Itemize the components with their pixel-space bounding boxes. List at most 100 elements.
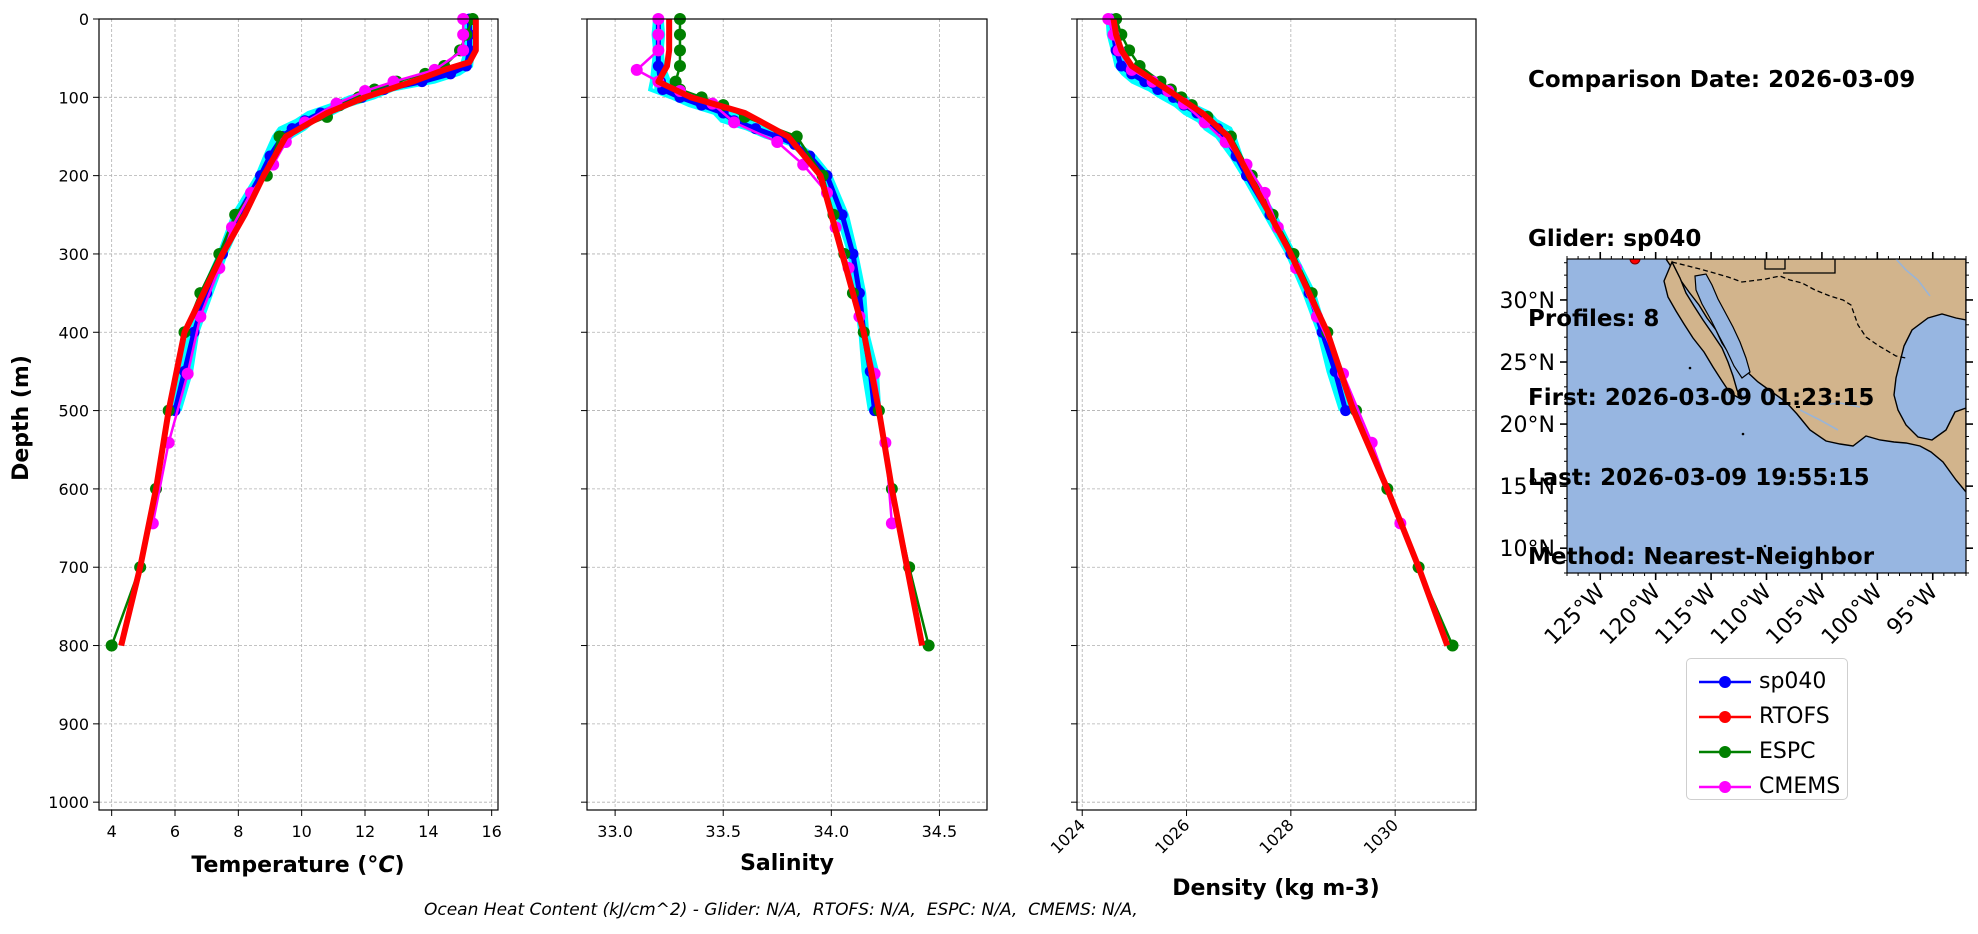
y-tick-label: 100 bbox=[58, 88, 89, 107]
salinity-panel: 33.0 33.5 34.0 34.5 Salinity bbox=[581, 13, 988, 876]
series-point-espc bbox=[1446, 639, 1459, 652]
series-line-rtofs bbox=[655, 19, 926, 647]
temperature-panel: 4 6 8 10 12 14 16 0 100 200 300 400 500 600 700 800 900… bbox=[9, 10, 502, 878]
map-baja-california bbox=[1663, 260, 1743, 401]
series-line-cmems bbox=[151, 19, 465, 524]
map-lat-label: 15°N bbox=[1500, 475, 1555, 500]
last-profile-time: Last: 2026-03-09 19:55:15 bbox=[1528, 464, 1870, 491]
series-line-rtofs bbox=[1110, 18, 1451, 647]
x-tick-label: 34.0 bbox=[814, 822, 850, 841]
x-tick-label: 12 bbox=[355, 822, 375, 841]
density-x-ticks: 1024 1026 1028 1030 bbox=[1047, 810, 1402, 858]
x-tick-label: 6 bbox=[170, 822, 180, 841]
series-point-sp040 bbox=[847, 248, 859, 260]
comparison-info: Comparison Date: 2026-03-09 Glider: sp04… bbox=[1528, 14, 1915, 597]
series-point-cmems bbox=[630, 63, 643, 76]
x-tick-label: 4 bbox=[107, 822, 117, 841]
density-profiles bbox=[1102, 13, 1459, 652]
map-glider-position bbox=[1629, 259, 1641, 265]
salinity-x-ticks: 33.0 33.5 34.0 34.5 bbox=[597, 810, 957, 841]
x-tick-label: 1030 bbox=[1360, 815, 1402, 857]
series-point-sp040 bbox=[836, 209, 848, 221]
map-rivers bbox=[1799, 259, 1931, 431]
density-grid bbox=[1077, 18, 1476, 810]
legend-entry-sp040: sp040 bbox=[1687, 667, 1847, 697]
series-point-espc bbox=[922, 639, 935, 652]
series-point-cmems bbox=[194, 310, 207, 323]
y-tick-label: 400 bbox=[58, 323, 89, 342]
series-point-cmems bbox=[771, 135, 784, 148]
density-y-ticks bbox=[1071, 18, 1077, 803]
series-point-cmems bbox=[652, 28, 665, 41]
x-tick-label: 1028 bbox=[1255, 815, 1297, 857]
series-point-sp040 bbox=[652, 60, 664, 72]
legend-entry-espc: ESPC bbox=[1687, 737, 1847, 767]
depth-axis-label: Depth (m) bbox=[9, 355, 34, 481]
map-lat-label: 10°N bbox=[1500, 537, 1555, 562]
temperature-axes-frame bbox=[98, 18, 499, 811]
series-point-cmems bbox=[885, 517, 898, 530]
first-profile-time: First: 2026-03-09 01:23:15 bbox=[1528, 385, 1875, 411]
series-point-espc bbox=[105, 639, 118, 652]
comparison-date: Comparison Date: 2026-03-09 bbox=[1528, 67, 1916, 93]
series-line-rtofs bbox=[118, 19, 479, 647]
series-point-cmems bbox=[457, 28, 470, 41]
interpolation-method: Method: Nearest-Neighbor bbox=[1528, 544, 1875, 570]
profiles-count: Profiles: 8 bbox=[1528, 305, 1660, 332]
x-tick-label: 33.5 bbox=[705, 822, 741, 841]
density-axes-frame bbox=[1076, 18, 1477, 811]
map-island bbox=[1741, 432, 1745, 436]
map-island bbox=[1688, 366, 1692, 370]
salinity-profiles bbox=[630, 13, 935, 652]
legend-entry-cmems: CMEMS bbox=[1687, 772, 1847, 802]
map-island bbox=[1796, 406, 1800, 408]
temperature-axis-label: Temperature (°C) bbox=[191, 853, 404, 878]
map-lat-label: 20°N bbox=[1500, 413, 1555, 438]
map-border-us-mexico bbox=[1671, 261, 1907, 359]
series-point-sp040 bbox=[1115, 60, 1127, 72]
y-tick-label: 900 bbox=[58, 715, 89, 734]
series-point-sp040 bbox=[1340, 405, 1352, 417]
x-tick-label: 1024 bbox=[1047, 815, 1089, 857]
series-point-espc bbox=[673, 44, 686, 57]
map-land-mexico bbox=[1665, 259, 1966, 494]
temperature-grid bbox=[99, 18, 498, 810]
series-point-cmems bbox=[652, 44, 665, 57]
y-tick-label: 700 bbox=[58, 558, 89, 577]
series-point-espc bbox=[673, 59, 686, 72]
series-point-cmems bbox=[728, 116, 741, 129]
salinity-axes-frame bbox=[586, 18, 988, 811]
series-point-cmems bbox=[181, 367, 194, 380]
series-point-cmems bbox=[457, 44, 470, 57]
x-tick-label: 16 bbox=[481, 822, 501, 841]
x-tick-label: 33.0 bbox=[597, 822, 633, 841]
x-tick-label: 10 bbox=[291, 822, 311, 841]
x-tick-label: 34.5 bbox=[922, 822, 958, 841]
map-state-border bbox=[1764, 259, 1836, 274]
depth-y-ticks: 0 100 200 300 400 500 600 700 800 900 1000 bbox=[48, 10, 99, 812]
map-lat-label: 30°N bbox=[1500, 289, 1555, 314]
map-island bbox=[1763, 544, 1767, 548]
y-tick-label: 300 bbox=[58, 245, 89, 264]
y-tick-label: 600 bbox=[58, 480, 89, 499]
temperature-profiles bbox=[105, 13, 479, 652]
y-tick-label: 800 bbox=[58, 637, 89, 656]
salinity-y-ticks bbox=[581, 18, 587, 803]
y-tick-label: 200 bbox=[58, 167, 89, 186]
ocean-heat-content-note: Ocean Heat Content (kJ/cm^2) - Glider: N… bbox=[424, 900, 1138, 920]
map-lat-label: 25°N bbox=[1500, 351, 1555, 376]
x-tick-label: 14 bbox=[418, 822, 438, 841]
glider-name: Glider: sp040 bbox=[1528, 226, 1702, 252]
y-tick-label: 0 bbox=[79, 10, 89, 29]
map-gulf-of-california bbox=[1694, 273, 1751, 379]
temperature-x-ticks: 4 6 8 10 12 14 16 bbox=[107, 810, 502, 841]
salinity-axis-label: Salinity bbox=[740, 851, 834, 876]
y-tick-label: 1000 bbox=[48, 793, 89, 812]
legend-entry-rtofs: RTOFS bbox=[1687, 702, 1847, 732]
legend: sp040 RTOFS ESPC CMEMS bbox=[1686, 658, 1848, 800]
x-tick-label: 1026 bbox=[1151, 815, 1193, 857]
series-point-espc bbox=[673, 28, 686, 41]
map-gulf-of-mexico bbox=[1893, 313, 1966, 441]
series-line-cmems bbox=[1107, 18, 1402, 524]
x-tick-label: 8 bbox=[233, 822, 243, 841]
